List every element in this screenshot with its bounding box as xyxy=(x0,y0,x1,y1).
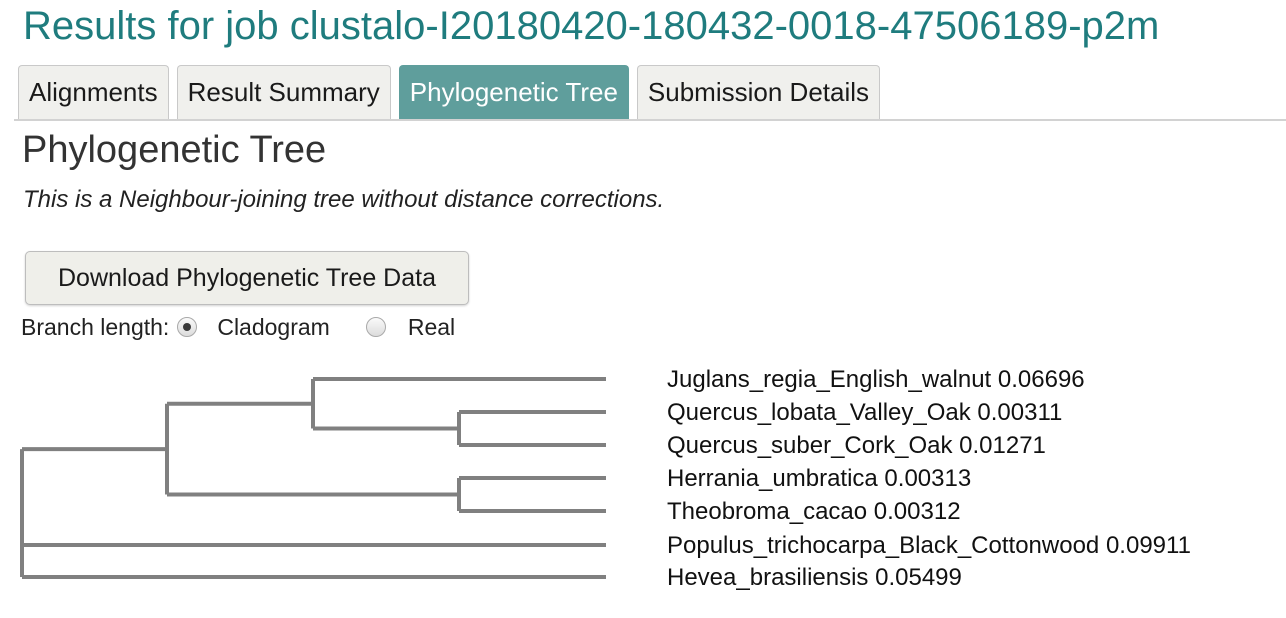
leaf-label: Juglans_regia_English_walnut 0.06696 xyxy=(667,366,1085,393)
radio-selected-dot xyxy=(183,323,192,331)
leaf-name: Quercus_lobata_Valley_Oak xyxy=(667,399,972,426)
real-label[interactable]: Real xyxy=(407,314,456,340)
result-tabs: Alignments Result Summary Phylogenetic T… xyxy=(18,65,881,119)
leaf-distance: 0.00311 xyxy=(971,399,1063,426)
leaf-distance: 0.00312 xyxy=(867,498,960,525)
cladogram-radio[interactable] xyxy=(177,317,198,337)
leaf-name: Juglans_regia_English_walnut xyxy=(667,366,992,393)
tree-branches xyxy=(20,377,606,579)
leaf-label: Quercus_suber_Cork_Oak 0.01271 xyxy=(667,432,1046,459)
tab-alignments[interactable]: Alignments xyxy=(18,65,169,119)
tab-result-summary[interactable]: Result Summary xyxy=(176,65,391,119)
section-title: Phylogenetic Tree xyxy=(22,129,327,171)
leaf-label: Hevea_brasiliensis 0.05499 xyxy=(667,564,962,591)
tree-leaf-labels: Juglans_regia_English_walnut 0.06696 Quer… xyxy=(667,366,1191,591)
real-radio[interactable] xyxy=(365,317,386,337)
leaf-name: Herrania_umbratica xyxy=(667,465,878,492)
leaf-distance: 0.00313 xyxy=(878,465,971,492)
leaf-name: Hevea_brasiliensis xyxy=(667,564,868,591)
branch-length-options: Branch length: Cladogram Real xyxy=(21,312,455,342)
download-tree-data-button[interactable]: Download Phylogenetic Tree Data xyxy=(25,251,469,305)
leaf-label: Herrania_umbratica 0.00313 xyxy=(667,465,971,492)
leaf-distance: 0.06696 xyxy=(991,366,1084,393)
leaf-name: Quercus_suber_Cork_Oak xyxy=(667,432,953,459)
leaf-name: Theobroma_cacao xyxy=(667,498,867,525)
leaf-distance: 0.05499 xyxy=(868,564,961,591)
cladogram-label[interactable]: Cladogram xyxy=(217,314,330,340)
phylogenetic-tree: Juglans_regia_English_walnut 0.06696 Quer… xyxy=(20,366,1191,591)
tree-description: This is a Neighbour-joining tree without… xyxy=(23,186,665,213)
leaf-name: Populus_trichocarpa_Black_Cottonwood xyxy=(667,532,1099,559)
leaf-label: Theobroma_cacao 0.00312 xyxy=(667,498,961,525)
leaf-distance: 0.09911 xyxy=(1099,532,1191,559)
leaf-distance: 0.01271 xyxy=(952,432,1045,459)
tab-divider xyxy=(14,119,1286,121)
tab-phylogenetic-tree[interactable]: Phylogenetic Tree xyxy=(398,65,629,119)
leaf-label: Populus_trichocarpa_Black_Cottonwood 0.0… xyxy=(667,532,1191,559)
leaf-label: Quercus_lobata_Valley_Oak 0.00311 xyxy=(667,399,1062,426)
branch-length-label: Branch length: xyxy=(21,314,170,340)
tab-submission-details[interactable]: Submission Details xyxy=(636,65,881,119)
page-title: Results for job clustalo-I20180420-18043… xyxy=(23,4,1160,48)
